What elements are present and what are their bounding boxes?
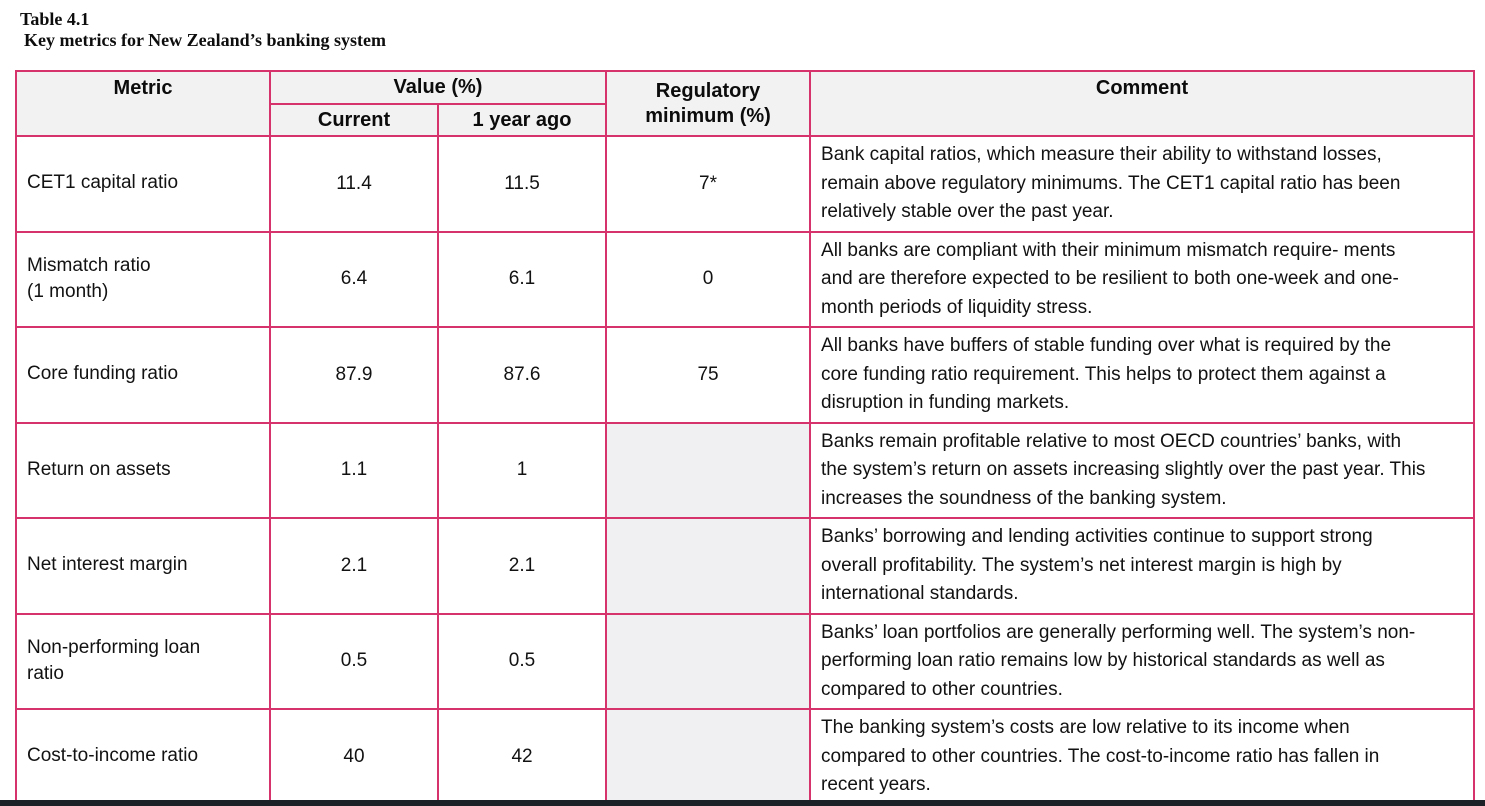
metric-cell: Cost-to-income ratio xyxy=(15,708,271,806)
year-ago-value-cell: 0.5 xyxy=(436,612,608,710)
comment-cell: All banks are compliant with their minim… xyxy=(809,230,1475,328)
current-value-cell: 1.1 xyxy=(269,421,439,519)
comment-cell: The banking system’s costs are low relat… xyxy=(809,708,1475,806)
current-value-cell: 6.4 xyxy=(269,230,439,328)
comment-cell: Bank capital ratios, which measure their… xyxy=(809,135,1475,233)
key-metrics-table: Metric Value (%) Regulatory minimum (%) … xyxy=(15,70,1475,806)
regulatory-minimum-cell: 75 xyxy=(605,326,812,424)
year-ago-value-cell: 42 xyxy=(436,708,608,806)
metric-cell: CET1 capital ratio xyxy=(15,135,271,233)
table-header: Metric Value (%) Regulatory minimum (%) … xyxy=(15,70,1475,137)
current-value-cell: 11.4 xyxy=(269,135,439,233)
comment-cell: Banks remain profitable relative to most… xyxy=(809,421,1475,519)
metric-cell: Core funding ratio xyxy=(15,326,271,424)
current-value-cell: 40 xyxy=(269,708,439,806)
current-value-cell: 87.9 xyxy=(269,326,439,424)
table-body: CET1 capital ratio 11.4 11.5 7* Bank capital… xyxy=(15,135,1475,806)
regulatory-minimum-cell: 0 xyxy=(605,230,812,328)
comment-cell: Banks’ loan portfolios are generally per… xyxy=(809,612,1475,710)
table-row: Core funding ratio 87.9 87.6 75 All banks ha… xyxy=(15,326,1475,424)
header-comment: Comment xyxy=(809,70,1475,137)
year-ago-value-cell: 87.6 xyxy=(436,326,608,424)
current-value-cell: 2.1 xyxy=(269,517,439,615)
header-value-group: Value (%) xyxy=(268,70,608,105)
table-row: Cost-to-income ratio 40 42 The banking syst… xyxy=(15,708,1475,806)
metric-cell: Non-performing loan ratio xyxy=(15,612,271,710)
table-number: Table 4.1 xyxy=(20,9,90,29)
year-ago-value-cell: 2.1 xyxy=(436,517,608,615)
header-current: Current xyxy=(269,103,439,137)
title-block: Table 4.1 Key metrics for New Zealand’s … xyxy=(0,0,1485,51)
page-title: Key metrics for New Zealand’s banking sy… xyxy=(24,30,386,50)
comment-cell: Banks’ borrowing and lending activities … xyxy=(809,517,1475,615)
regulatory-minimum-cell: 7* xyxy=(605,135,812,233)
year-ago-value-cell: 6.1 xyxy=(436,230,608,328)
regulatory-minimum-cell xyxy=(605,421,812,519)
table-row: Mismatch ratio (1 month) 6.4 6.1 0 All banks… xyxy=(15,230,1475,328)
regulatory-minimum-cell xyxy=(605,517,812,615)
table-row: Net interest margin 2.1 2.1 Banks’ borrowin… xyxy=(15,517,1475,615)
year-ago-value-cell: 11.5 xyxy=(436,135,608,233)
bottom-bar xyxy=(0,800,1485,806)
header-row-2: Current 1 year ago xyxy=(16,103,1474,137)
regulatory-minimum-cell xyxy=(605,708,812,806)
metric-cell: Mismatch ratio (1 month) xyxy=(15,230,271,328)
header-metric: Metric xyxy=(15,70,271,137)
header-regulatory-minimum: Regulatory minimum (%) xyxy=(605,70,812,137)
table-row: CET1 capital ratio 11.4 11.5 7* Bank capital… xyxy=(15,135,1475,233)
table-row: Non-performing loan ratio 0.5 0.5 Banks’ lo… xyxy=(15,612,1475,710)
year-ago-value-cell: 1 xyxy=(436,421,608,519)
header-row-1: Metric Value (%) Regulatory minimum (%) … xyxy=(15,70,1475,137)
table-row: Return on assets 1.1 1 Banks remain profita… xyxy=(15,421,1475,519)
metric-cell: Return on assets xyxy=(15,421,271,519)
current-value-cell: 0.5 xyxy=(269,612,439,710)
regulatory-minimum-cell xyxy=(605,612,812,710)
comment-cell: All banks have buffers of stable funding… xyxy=(809,326,1475,424)
header-year-ago: 1 year ago xyxy=(436,103,608,137)
metric-cell: Net interest margin xyxy=(15,517,271,615)
